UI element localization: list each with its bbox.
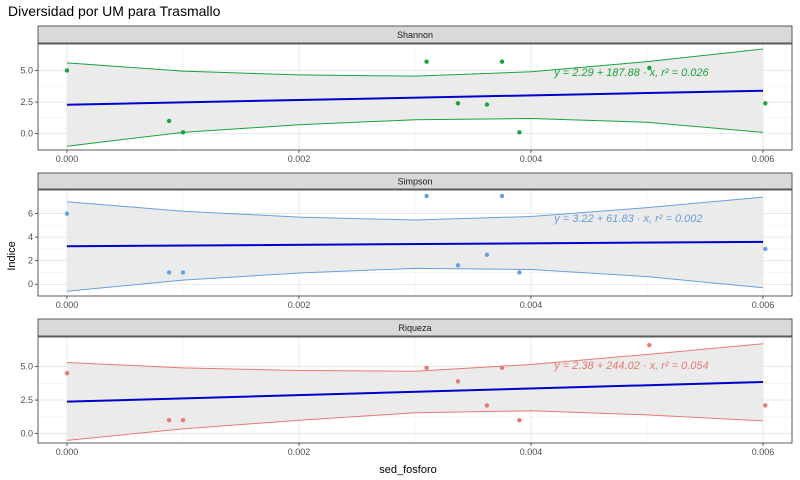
facet-strip xyxy=(37,172,793,190)
x-tick-label: 0.004 xyxy=(520,300,543,310)
y-tick-label: 4 xyxy=(28,232,33,242)
data-point xyxy=(499,59,505,64)
data-point xyxy=(647,65,652,71)
chart-title: Diversidad por UM para Trasmallo xyxy=(8,3,221,19)
data-point xyxy=(517,270,522,275)
data-point xyxy=(647,342,652,348)
panel-shannon: Shannon 0.000 0.002 0.004 0.006 0.0 2.5 5.0 y = … xyxy=(20,25,793,164)
x-tick-label: 0.000 xyxy=(56,154,79,164)
data-point xyxy=(763,403,768,408)
y-axis-title: Indice xyxy=(6,241,18,270)
data-point xyxy=(499,365,505,371)
regression-line xyxy=(66,240,764,248)
data-point xyxy=(64,211,70,216)
x-tick-label: 0.006 xyxy=(752,447,775,457)
regression-equation: y = 2.38 + 244.02 · x, r² = 0.054 xyxy=(553,360,708,372)
facet-strip xyxy=(37,25,793,44)
data-point xyxy=(424,193,429,199)
lower-bound-line xyxy=(66,410,764,441)
data-point xyxy=(455,101,461,106)
panel-border xyxy=(37,189,793,297)
data-point xyxy=(484,403,490,408)
upper-bound-line xyxy=(66,48,764,77)
regression-line xyxy=(66,380,764,403)
lower-bound-line xyxy=(66,267,764,292)
x-tick-label: 0.000 xyxy=(56,300,79,310)
data-point xyxy=(64,371,70,376)
data-point xyxy=(424,365,429,371)
y-tick-label: 2 xyxy=(28,256,33,266)
data-point xyxy=(517,417,522,423)
y-tick-label: 0.0 xyxy=(20,429,33,439)
regression-equation: y = 3.22 + 61.83 · x, r² = 0.002 xyxy=(553,213,702,225)
data-point xyxy=(484,252,490,257)
x-tick-label: 0.006 xyxy=(752,154,775,164)
data-point xyxy=(424,59,429,64)
data-point xyxy=(166,270,172,275)
upper-bound-line xyxy=(66,196,764,221)
x-tick-label: 0.002 xyxy=(288,300,311,310)
data-point xyxy=(180,270,186,275)
x-tick-label: 0.004 xyxy=(520,154,543,164)
x-axis-title: sed_fosforo xyxy=(379,464,436,476)
facet-strip-label: Simpson xyxy=(397,177,432,187)
data-point xyxy=(180,417,186,423)
x-tick-label: 0.000 xyxy=(56,447,79,457)
y-tick-label: 0.0 xyxy=(20,129,33,139)
y-tick-label: 2.5 xyxy=(20,395,33,405)
y-tick-label: 0 xyxy=(28,279,33,289)
data-point xyxy=(484,102,490,107)
data-point xyxy=(166,118,172,124)
y-tick-label: 2.5 xyxy=(20,97,33,107)
panel-riqueza: Riqueza 0.000 0.002 0.004 0.006 0.0 2.5 5.0 y = … xyxy=(20,318,793,457)
y-tick-label: 5.0 xyxy=(20,66,33,76)
data-point xyxy=(763,246,768,252)
panel-simpson: Simpson 0.000 0.002 0.004 0.006 0 2 4 6 y = 3.22 … xyxy=(28,172,793,310)
data-point xyxy=(517,130,522,135)
data-point xyxy=(455,379,461,384)
y-tick-label: 6 xyxy=(28,209,33,219)
regression-equation: y = 2.29 + 187.88 · x, r² = 0.026 xyxy=(553,67,709,79)
facet-strip-label: Shannon xyxy=(397,30,433,40)
x-tick-label: 0.002 xyxy=(288,447,311,457)
panel-border xyxy=(37,43,793,151)
x-tick-label: 0.006 xyxy=(752,300,775,310)
facet-strip-label: Riqueza xyxy=(398,323,431,333)
x-tick-label: 0.004 xyxy=(520,447,543,457)
panel-border xyxy=(37,336,793,444)
y-tick-label: 5.0 xyxy=(20,362,33,372)
data-point xyxy=(166,417,172,423)
x-tick-label: 0.002 xyxy=(288,154,311,164)
data-point xyxy=(455,263,461,268)
data-point xyxy=(763,101,768,106)
data-point xyxy=(499,193,505,199)
upper-bound-line xyxy=(66,343,764,372)
facet-strip xyxy=(37,318,793,337)
data-point xyxy=(64,68,70,73)
regression-line xyxy=(66,89,764,106)
data-point xyxy=(180,130,186,135)
